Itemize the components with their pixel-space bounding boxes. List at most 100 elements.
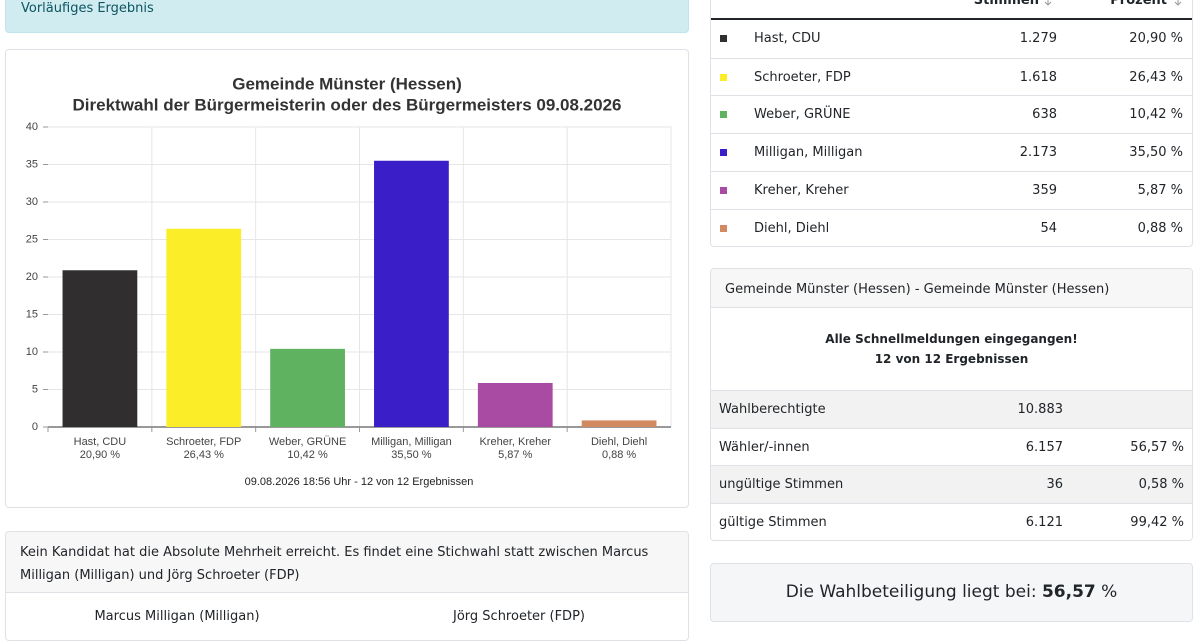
y-tick-label: 15 [26,308,38,320]
percent: 20,90 % [1129,31,1183,46]
notice: 12 von 12 Ergebnissen [874,352,1029,366]
y-tick-label: 20 [26,271,38,283]
bar [581,420,657,427]
color-swatch [720,73,727,81]
votes: 638 [1032,107,1057,123]
bar [477,382,553,427]
table-row: Milligan, Milligan 2.173 35,50 % [711,133,1192,171]
y-tick-label: 35 [26,158,38,170]
table-row: Hast, CDU 1.279 20,90 % [711,20,1192,58]
value-label: 35,50 % [391,449,432,461]
y-tick-label: 30 [26,196,38,208]
color-swatch [720,149,727,157]
notice: Alle Schnellmeldungen eingegangen! [825,332,1078,346]
x-tick-label: Diehl, Diehl [591,436,647,448]
y-tick-label: 0 [32,421,38,433]
percent: 26,43 % [1129,69,1183,85]
bar [270,348,345,427]
sort-icon[interactable] [1044,0,1052,7]
runoff-header [6,532,688,593]
summary-header: Gemeinde Münster (Hessen) - Gemeinde Mün… [725,282,1110,297]
summary-row: ungültige Stimmen 36 0,58 % [711,465,1192,504]
summary-label: Wahlberechtigte [719,402,826,417]
value-label: 0,88 % [602,449,636,461]
summary-row: Wähler/-innen 6.157 56,57 % [711,427,1192,466]
alert-text: Vorläufiges Ergebnis [21,1,154,16]
chart-card: Gemeinde Münster (Hessen) Direktwahl der … [5,49,689,508]
candidate-name: Kreher, Kreher [754,182,849,198]
candidate-name: Diehl, Diehl [754,220,830,236]
runoff-text: Kein Kandidat hat die Absolute Mehrheit … [20,545,649,583]
summary-row: gültige Stimmen 6.121 99,42 % [711,502,1192,540]
header-border [711,18,1192,20]
color-swatch [720,224,727,232]
summary-card: Gemeinde Münster (Hessen) - Gemeinde Mün… [710,268,1193,541]
chart-subtitle: Direktwahl der Bürgermeisterin oder des … [73,95,622,114]
candidate-name: Weber, GRÜNE [754,107,851,123]
summary-value: 6.157 [1025,439,1063,455]
summary-label: gültige Stimmen [719,514,827,530]
page: {"alert": "Vorläufiges Ergebnis", "chart… [5,0,1193,641]
summary-percent: 99,42 % [1130,514,1184,530]
value-label: 26,43 % [184,449,225,461]
results-table: Stimmen Prozent Hast, CDU 1.279 20,90 % Sch… [710,0,1193,247]
x-tick-label: Hast, CDU [74,436,127,448]
color-swatch [720,35,727,42]
x-tick-label: Kreher, Kreher [479,436,551,448]
chart-footer: 09.08.2026 18:56 Uhr - 12 von 12 Ergebni… [245,476,474,488]
percent: 10,42 % [1129,107,1183,123]
turnout-value: 56,57 [1041,582,1096,602]
summary-percent: 56,57 % [1130,439,1184,455]
bar [62,270,138,427]
column-header[interactable]: Prozent [1110,0,1167,8]
x-tick-label: Weber, GRÜNE [269,436,346,448]
summary-value: 10.883 [1017,402,1064,417]
runoff-card: Kein Kandidat hat die Absolute Mehrheit … [5,531,689,641]
chart-title: Gemeinde Münster (Hessen) [232,74,462,93]
candidate-name: Hast, CDU [754,31,821,46]
table-row: Kreher, Kreher 359 5,87 % [711,170,1192,209]
bar [374,160,449,427]
votes: 1.618 [1019,69,1057,85]
percent: 35,50 % [1129,145,1183,161]
candidate-name: Schroeter, FDP [754,69,851,85]
summary-label: Wähler/-innen [719,439,810,455]
column-header[interactable]: Stimmen [973,0,1039,8]
summary-percent: 0,58 % [1138,477,1184,493]
votes: 2.173 [1019,145,1057,161]
color-swatch [720,186,727,194]
sort-icon[interactable] [1174,0,1182,7]
summary-row: Wahlberechtigte 10.883 [711,390,1192,428]
y-tick-label: 5 [32,383,38,395]
y-tick-label: 25 [26,233,38,245]
turnout: Die Wahlbeteiligung liegt bei: 56,57 % [710,563,1193,622]
value-label: 10,42 % [287,449,328,461]
summary-header-bg [711,269,1192,308]
summary-value: 36 [1046,477,1063,493]
x-tick-label: Schroeter, FDP [166,436,241,448]
y-tick-label: 10 [26,346,38,358]
value-label: 5,87 % [498,449,532,461]
bar [166,228,242,427]
table-row: Weber, GRÜNE 638 10,42 % [711,95,1192,133]
turnout-prefix: Die Wahlbeteiligung liegt bei: [785,582,1037,602]
table-row: Diehl, Diehl 54 0,88 % [711,208,1192,247]
table-row: Schroeter, FDP 1.618 26,43 % [711,57,1192,96]
turnout-suffix: % [1101,582,1118,602]
summary-label: ungültige Stimmen [719,477,844,493]
y-tick-label: 40 [26,121,38,133]
votes: 359 [1032,182,1057,198]
votes: 54 [1040,220,1057,236]
runoff-candidate: Marcus Milligan (Milligan) [94,609,260,624]
chart: Gemeinde Münster (Hessen) Direktwahl der … [26,74,672,488]
percent: 5,87 % [1137,182,1183,198]
color-swatch [720,111,727,119]
runoff-candidate: Jörg Schroeter (FDP) [453,609,585,624]
percent: 0,88 % [1137,220,1183,236]
votes: 1.279 [1019,31,1057,46]
x-tick-label: Milligan, Milligan [371,436,452,448]
summary-value: 6.121 [1025,514,1063,530]
value-label: 20,90 % [80,449,121,461]
alert: Vorläufiges Ergebnis [5,0,689,33]
candidate-name: Milligan, Milligan [754,145,863,161]
